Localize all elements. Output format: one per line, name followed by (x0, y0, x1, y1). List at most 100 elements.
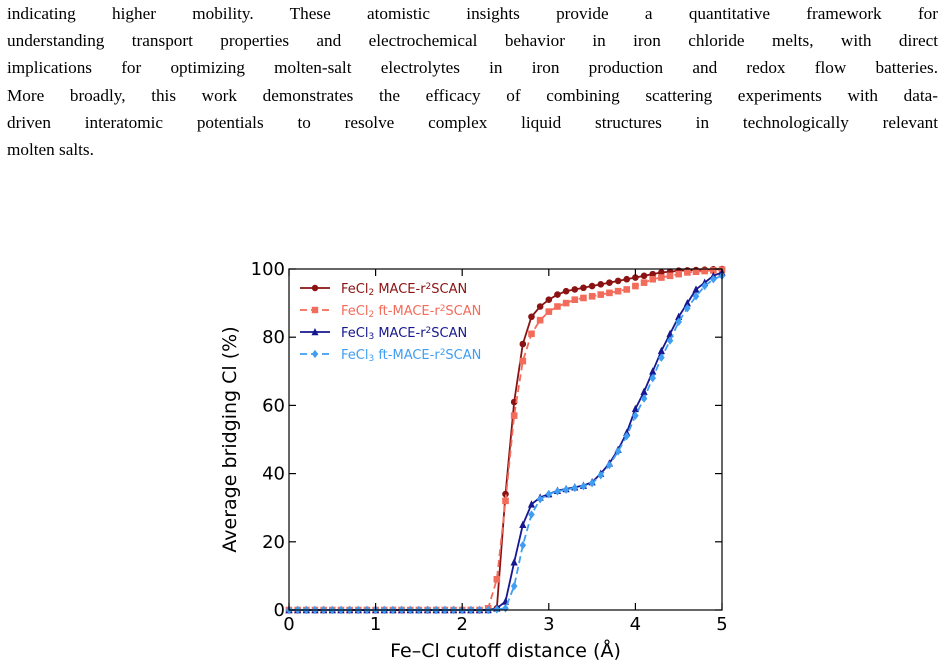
series-3 (285, 268, 726, 614)
data-point (519, 541, 527, 550)
y-tick-label: 100 (251, 259, 285, 280)
x-axis-label: Fe–Cl cutoff distance (Å) (390, 639, 621, 662)
paragraph-line: molten salts. (7, 140, 94, 160)
data-point (554, 291, 561, 298)
data-point (692, 285, 700, 293)
data-point (554, 303, 561, 310)
data-point (545, 489, 553, 499)
data-point (528, 330, 535, 338)
data-point (684, 304, 691, 313)
data-point (640, 394, 648, 403)
data-point (640, 279, 648, 286)
data-point (562, 287, 570, 295)
data-point (502, 604, 509, 613)
data-point (493, 576, 501, 583)
data-point (658, 269, 665, 276)
data-point (710, 275, 717, 284)
data-point (311, 349, 319, 359)
data-point (588, 292, 596, 300)
data-point (311, 328, 319, 336)
data-point (684, 269, 691, 276)
paragraph-line: indicating higher mobility. These atomis… (7, 4, 938, 23)
paragraph-line: More broadly, this work demonstrates the… (7, 85, 938, 105)
series-line (289, 271, 723, 611)
data-point (606, 460, 613, 470)
data-point (536, 316, 544, 324)
data-point (701, 267, 708, 275)
x-tick-label: 5 (716, 614, 727, 635)
data-point (580, 284, 587, 292)
data-point (519, 357, 527, 365)
data-point (519, 520, 527, 529)
y-tick-label: 60 (262, 395, 285, 416)
legend-entry: FeCl2 ft-MACE-r2SCAN (300, 304, 481, 320)
data-point (692, 268, 700, 276)
data-point (597, 281, 605, 288)
data-point (545, 296, 553, 303)
legend-entry: FeCl3 MACE-r2SCAN (300, 326, 467, 342)
data-point (675, 317, 682, 327)
data-point (527, 500, 536, 508)
data-point (510, 558, 518, 566)
data-point (545, 308, 553, 315)
data-point (606, 279, 613, 286)
data-point (701, 281, 708, 291)
data-point (588, 282, 596, 290)
legend-label: FeCl2 MACE-r2SCAN (341, 282, 467, 298)
data-point (657, 346, 665, 355)
data-point (536, 494, 544, 504)
y-tick-label: 40 (262, 464, 285, 485)
data-point (658, 353, 665, 362)
legend-label: FeCl3 MACE-r2SCAN (341, 326, 467, 342)
data-point (649, 373, 657, 383)
data-point (597, 471, 605, 480)
data-point (554, 487, 561, 496)
y-tick-label: 0 (274, 600, 285, 621)
data-point (502, 490, 509, 498)
paragraph-line: implications for optimizing molten-salt … (7, 58, 938, 78)
data-point (580, 482, 587, 491)
legend-label: FeCl2 ft-MACE-r2SCAN (341, 304, 481, 320)
plot-frame (288, 268, 723, 611)
legend: FeCl2 MACE-r2SCAN FeCl2 ft-MACE-r2SCAN FeC… (300, 282, 481, 364)
data-point (571, 286, 579, 293)
data-point (640, 387, 648, 396)
data-point (666, 336, 674, 345)
body-paragraph: indicating higher mobility. These atomis… (7, 0, 938, 163)
data-point (666, 272, 674, 280)
data-point (311, 284, 319, 292)
data-point (623, 431, 631, 441)
data-point (623, 286, 631, 293)
data-point (588, 478, 596, 488)
data-point (649, 275, 657, 283)
data-point (692, 292, 700, 301)
data-point (623, 275, 631, 283)
data-point (683, 299, 691, 307)
data-point (562, 485, 570, 494)
paragraph-line: understanding transport properties and e… (7, 31, 938, 51)
x-tick-label: 3 (543, 614, 554, 635)
x-tick-label: 4 (630, 614, 641, 635)
legend-entry: FeCl2 MACE-r2SCAN (300, 282, 467, 298)
data-point (510, 581, 518, 591)
series-line (289, 268, 723, 611)
data-point (614, 447, 622, 456)
data-point (632, 411, 639, 420)
data-point (614, 287, 622, 295)
data-point (311, 306, 319, 314)
series-4 (285, 271, 726, 615)
y-tick-label: 80 (262, 327, 285, 348)
series-line (289, 268, 723, 611)
data-point (580, 294, 587, 302)
data-point (640, 272, 648, 280)
x-tick-label: 0 (283, 614, 294, 635)
y-tick-label: 20 (262, 532, 285, 553)
legend-label: FeCl3 ft-MACE-r2SCAN (341, 348, 481, 364)
data-point (710, 267, 717, 274)
data-point (571, 483, 579, 493)
y-axis-label: Average bridging Cl (%) (219, 326, 241, 552)
data-point (528, 313, 535, 321)
data-point (502, 497, 509, 505)
data-point (649, 270, 657, 278)
